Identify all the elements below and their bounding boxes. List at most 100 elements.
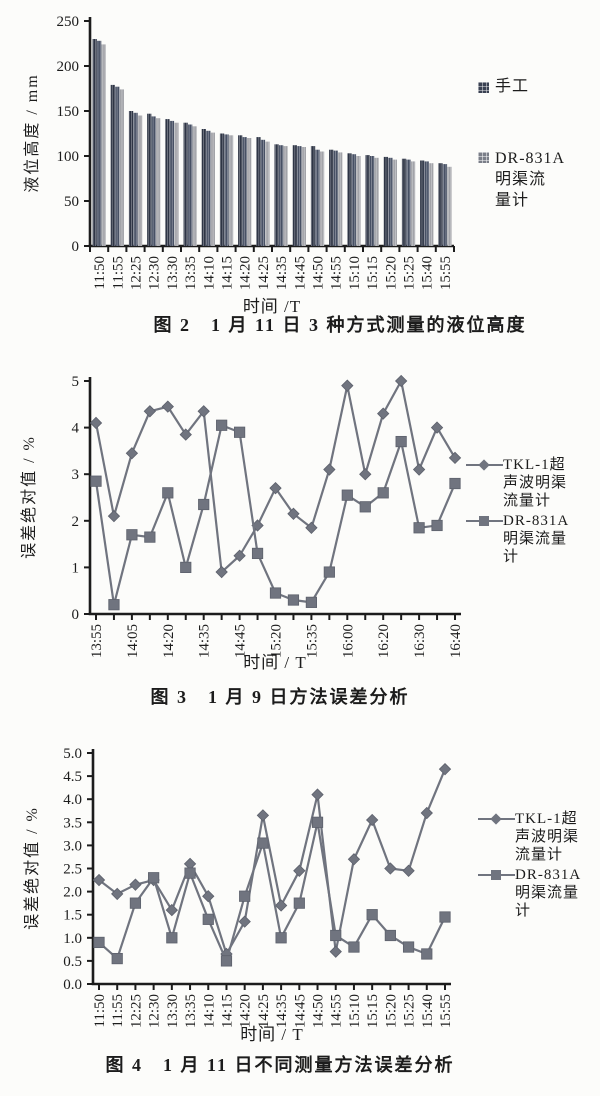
fig3-y-axis-title: 误差绝对值 / % [21, 435, 38, 559]
bar [151, 116, 156, 247]
bar [228, 135, 234, 246]
tick-label: 13:30 [165, 994, 181, 1028]
tick-label: 11:55 [110, 256, 126, 290]
diamond-marker [179, 428, 192, 441]
tick-label: 15:10 [347, 994, 363, 1028]
square-marker [293, 897, 305, 909]
square-marker [413, 522, 425, 534]
bar [260, 139, 266, 246]
bar [133, 112, 138, 246]
diamond-marker [215, 565, 228, 579]
square-marker [287, 594, 300, 606]
tick-label: 14:35 [274, 256, 290, 290]
tick-label: 50 [64, 194, 79, 210]
bar [156, 118, 161, 246]
square-marker [184, 867, 196, 879]
diamond-marker [129, 878, 142, 891]
tick-label: 0.0 [63, 977, 82, 993]
tick-label: 3.0 [63, 838, 82, 854]
square-marker [93, 936, 105, 949]
fig2-legend-item-manual: 手工 [478, 78, 529, 96]
bar [210, 132, 215, 246]
bar [356, 156, 361, 246]
square-marker [111, 952, 123, 965]
bar [128, 111, 134, 246]
tick-label: 0 [72, 607, 80, 623]
square-marker [439, 911, 451, 923]
tick-label: 200 [57, 59, 80, 75]
diamond-marker [394, 374, 408, 388]
diamond-marker [287, 507, 300, 520]
bar [347, 153, 352, 246]
bar [329, 149, 334, 246]
bar [420, 160, 425, 246]
tick-label: 14:20 [238, 994, 254, 1028]
tick-label: 11:50 [92, 994, 108, 1028]
tick-label: 14:50 [311, 994, 327, 1028]
square-marker [148, 872, 160, 884]
bar [110, 84, 115, 247]
tick-label: 1.5 [63, 908, 82, 924]
tick-label: 14:20 [161, 624, 177, 658]
diamond-marker [384, 862, 397, 875]
tick-label: 12:25 [129, 256, 145, 290]
tick-label: 14:15 [219, 994, 235, 1028]
square-marker [395, 435, 407, 448]
bar-series-2 [101, 44, 452, 247]
tick-label: 14:55 [329, 994, 345, 1028]
square-marker [233, 426, 246, 438]
square-marker [402, 941, 415, 953]
legend-swatch-light-icon [478, 152, 489, 163]
bar [292, 145, 297, 246]
tick-label: 4.0 [63, 792, 82, 808]
tick-label: 14:45 [292, 256, 308, 290]
tick-label: 14:45 [233, 624, 249, 658]
tick-label: 13:55 [89, 624, 105, 658]
fig2-bar-chart: 0 50 100 150 200 250 11:50 11:55 12:25 12:30 13:30… [57, 14, 455, 290]
tick-label: 14:25 [256, 994, 272, 1028]
diamond-line-marker-icon [466, 459, 503, 471]
bar [247, 138, 252, 246]
tick-label: 15:55 [438, 994, 454, 1028]
square-marker [90, 475, 102, 487]
fig3-legend-item-tkl1: TKL-1超 声波明渠 流量计 [466, 456, 567, 510]
square-marker [341, 489, 353, 501]
bar [165, 119, 170, 246]
tick-label: 11:55 [110, 994, 126, 1028]
square-marker [180, 561, 192, 573]
square-marker [126, 529, 138, 541]
tick-label: 5 [72, 374, 80, 390]
tick-label: 150 [57, 104, 80, 120]
diamond-marker [420, 806, 433, 820]
bar-series-1 [97, 40, 448, 247]
tick-label: 250 [57, 14, 80, 30]
bar [169, 120, 175, 246]
fig2-legend-item-dr831a: DR-831A 明渠流 量计 [478, 148, 565, 211]
square-marker [166, 932, 178, 944]
bar [224, 134, 229, 246]
bar-series-0 [92, 39, 443, 247]
fig2-caption: 图 2 1 月 11 日 3 种方式测量的液位高度 [153, 315, 527, 335]
tick-label: 14:50 [311, 256, 327, 290]
bar [219, 133, 225, 246]
square-marker [366, 909, 378, 921]
bar [392, 159, 397, 246]
bar [137, 115, 143, 246]
fig4-legend-item-dr831a: DR-831A 明渠流量 计 [478, 866, 581, 920]
line-series-1 [93, 816, 451, 967]
diamond-marker [412, 463, 426, 476]
tick-label: 14:10 [201, 256, 217, 290]
tick-label: 5.0 [63, 746, 82, 762]
bar [333, 150, 338, 246]
tick-label: 15:15 [365, 994, 381, 1028]
square-marker [144, 531, 156, 543]
square-marker [348, 941, 360, 953]
square-marker [269, 587, 282, 599]
legend-label: DR-831A 明渠流量 计 [515, 867, 582, 919]
tick-label: 3.5 [63, 815, 82, 831]
square-marker [129, 897, 142, 909]
tick-label: 0 [72, 239, 80, 255]
square-marker [377, 487, 389, 499]
tick-label: 15:40 [420, 256, 436, 290]
